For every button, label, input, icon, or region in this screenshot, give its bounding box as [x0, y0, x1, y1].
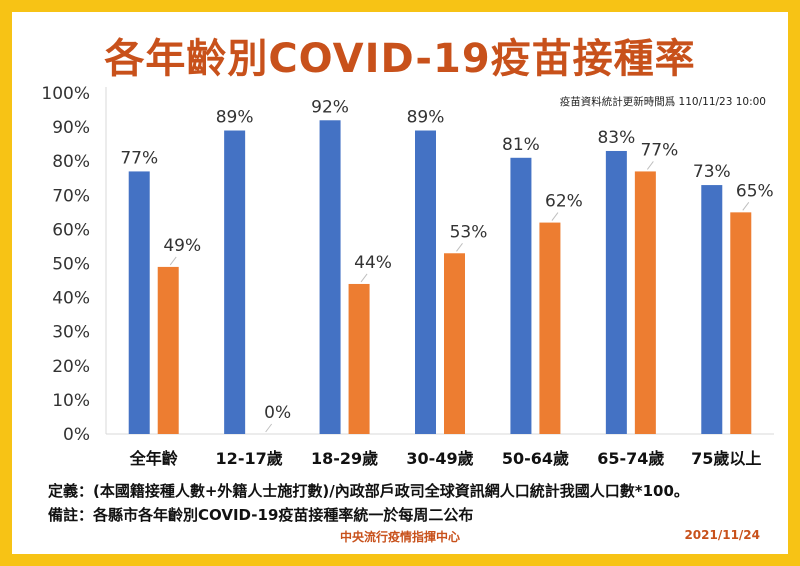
x-category-label: 12-17歲 — [216, 449, 283, 468]
data-label-leader — [646, 161, 654, 170]
data-label: 62% — [545, 192, 583, 212]
data-label-leader — [742, 202, 750, 211]
bar-series-1 — [224, 130, 246, 434]
y-tick-label: 90% — [52, 118, 90, 138]
data-label: 83% — [597, 128, 635, 148]
bar-series-2 — [539, 222, 561, 434]
data-label-leader — [169, 256, 177, 266]
data-label: 89% — [407, 108, 445, 128]
x-category-label: 50-64歲 — [502, 449, 569, 468]
chart-title: 各年齡別COVID-19疫苗接種率 — [104, 36, 696, 82]
data-label: 73% — [693, 162, 731, 182]
data-label: 81% — [502, 135, 540, 155]
y-tick-label: 50% — [52, 255, 90, 275]
footer-organization: 中央流行疫情指揮中心 — [339, 530, 460, 544]
data-label: 0% — [264, 403, 291, 423]
update-timestamp: 疫苗資料統計更新時間爲 110/11/23 10:00 — [559, 96, 766, 108]
bar-chart: 0% 10% 20% 30% 40% 50% 60% 70% 80% 90% 100% 77% 49% 全… — [41, 84, 774, 468]
chart-card: 各年齡別COVID-19疫苗接種率 疫苗資料統計更新時間爲 110/11/23 … — [12, 12, 788, 554]
bar-series-2 — [444, 253, 465, 434]
x-category-label: 30-49歲 — [406, 449, 473, 468]
x-category-label: 75歲以上 — [691, 449, 761, 468]
bar-series-2 — [348, 283, 370, 434]
data-label: 53% — [450, 222, 488, 242]
bar-series-1 — [605, 150, 627, 434]
x-category-label: 65-74歲 — [597, 449, 664, 468]
bar-series-2 — [634, 171, 656, 434]
definition-note: 定義：(本國籍接種人數+外籍人士施打數)/內政部戶政司全球資訊網人口統計我國人口… — [48, 482, 689, 500]
data-label: 49% — [163, 236, 201, 256]
bar-series-1 — [415, 130, 436, 434]
data-label: 44% — [354, 253, 392, 273]
y-tick-label: 80% — [52, 152, 90, 172]
y-tick-label: 60% — [52, 220, 90, 240]
data-label-leader — [551, 212, 559, 221]
y-tick-label: 40% — [52, 289, 90, 309]
bar-series-2 — [730, 212, 752, 434]
bar-series-1 — [128, 171, 150, 434]
y-tick-label: 70% — [52, 186, 90, 206]
x-category-label: 18-29歲 — [311, 449, 378, 468]
data-label: 65% — [736, 181, 774, 201]
bar-series-2 — [157, 266, 179, 434]
remark-note: 備註：各縣市各年齡別COVID-19疫苗接種率統一於每周二公布 — [48, 506, 474, 524]
bar-series-1 — [319, 120, 341, 434]
data-label: 77% — [640, 140, 678, 160]
data-label: 89% — [216, 108, 254, 128]
footer-date: 2021/11/24 — [684, 528, 760, 542]
y-tick-label: 30% — [52, 323, 90, 343]
y-tick-label: 20% — [52, 357, 90, 377]
bar-series-1 — [510, 157, 532, 435]
x-category-label: 全年齡 — [129, 449, 178, 468]
data-label-leader — [360, 273, 368, 283]
data-label: 77% — [120, 148, 158, 168]
y-tick-label: 0% — [63, 425, 90, 445]
data-label-leader — [456, 242, 463, 252]
y-tick-label: 100% — [41, 84, 90, 104]
bar-series-1 — [701, 185, 723, 434]
data-label-leader — [265, 423, 273, 433]
data-label: 92% — [311, 97, 349, 117]
y-tick-label: 10% — [52, 391, 90, 411]
